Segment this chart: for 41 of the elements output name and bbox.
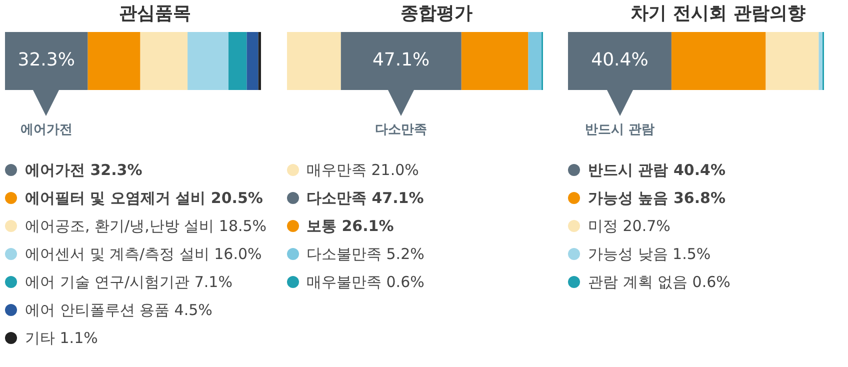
- legend-label: 가능성 낮음 1.5%: [588, 244, 711, 264]
- legend-label: 가능성 높음 36.8%: [588, 188, 726, 208]
- bar: [818, 32, 822, 90]
- legend-label: 관람 계획 없음 0.6%: [588, 272, 730, 292]
- bar: [286, 32, 340, 90]
- chart-title: 관심품목: [118, 2, 192, 26]
- bar: [460, 32, 528, 90]
- legend-label: 기타 1.1%: [25, 328, 98, 348]
- legend-label: 에어공조, 환기/냉,난방 설비 18.5%: [25, 216, 267, 236]
- bar: [766, 32, 819, 90]
- legend-label: 에어가전 32.3%: [25, 160, 142, 180]
- legend-label: 에어필터 및 오염제거 설비 20.5%: [25, 188, 263, 208]
- legend-label: 미정 20.7%: [588, 216, 670, 236]
- bar: [228, 32, 247, 90]
- chart-title: 차기 전시회 관람의향: [630, 2, 806, 26]
- text: 에어가전: [20, 122, 72, 138]
- text: 반드시 관람: [584, 122, 654, 138]
- bar: [528, 32, 541, 90]
- bar: [246, 32, 258, 90]
- legend-label: 다소만족 47.1%: [306, 188, 424, 208]
- legend-label: 에어센서 및 계측/측정 설비 16.0%: [25, 244, 262, 264]
- data-label: 47.1%: [372, 50, 430, 71]
- bar: [88, 32, 140, 90]
- legend-label: 보통 26.1%: [306, 216, 394, 236]
- legend-label: 다소불만족 5.2%: [306, 244, 424, 264]
- legend-label: 에어 기술 연구/시험기관 7.1%: [25, 272, 232, 292]
- bar: [140, 32, 188, 90]
- legend-label: 에어 안티폴루션 용품 4.5%: [25, 300, 212, 320]
- bar: [188, 32, 228, 90]
- legend-label: 매우불만족 0.6%: [306, 272, 424, 292]
- bar: [671, 32, 766, 90]
- legend-label: 매우만족 21.0%: [306, 160, 419, 180]
- chart-title: 종합평가: [400, 2, 474, 26]
- bar: [258, 32, 261, 90]
- text: 다소만족: [374, 122, 427, 138]
- data-label: 32.3%: [18, 50, 75, 71]
- bar: [568, 32, 672, 90]
- bar: [340, 32, 461, 90]
- bar: [5, 32, 88, 90]
- legend-label: 반드시 관람 40.4%: [588, 160, 726, 180]
- data-label: 40.4%: [591, 50, 648, 71]
